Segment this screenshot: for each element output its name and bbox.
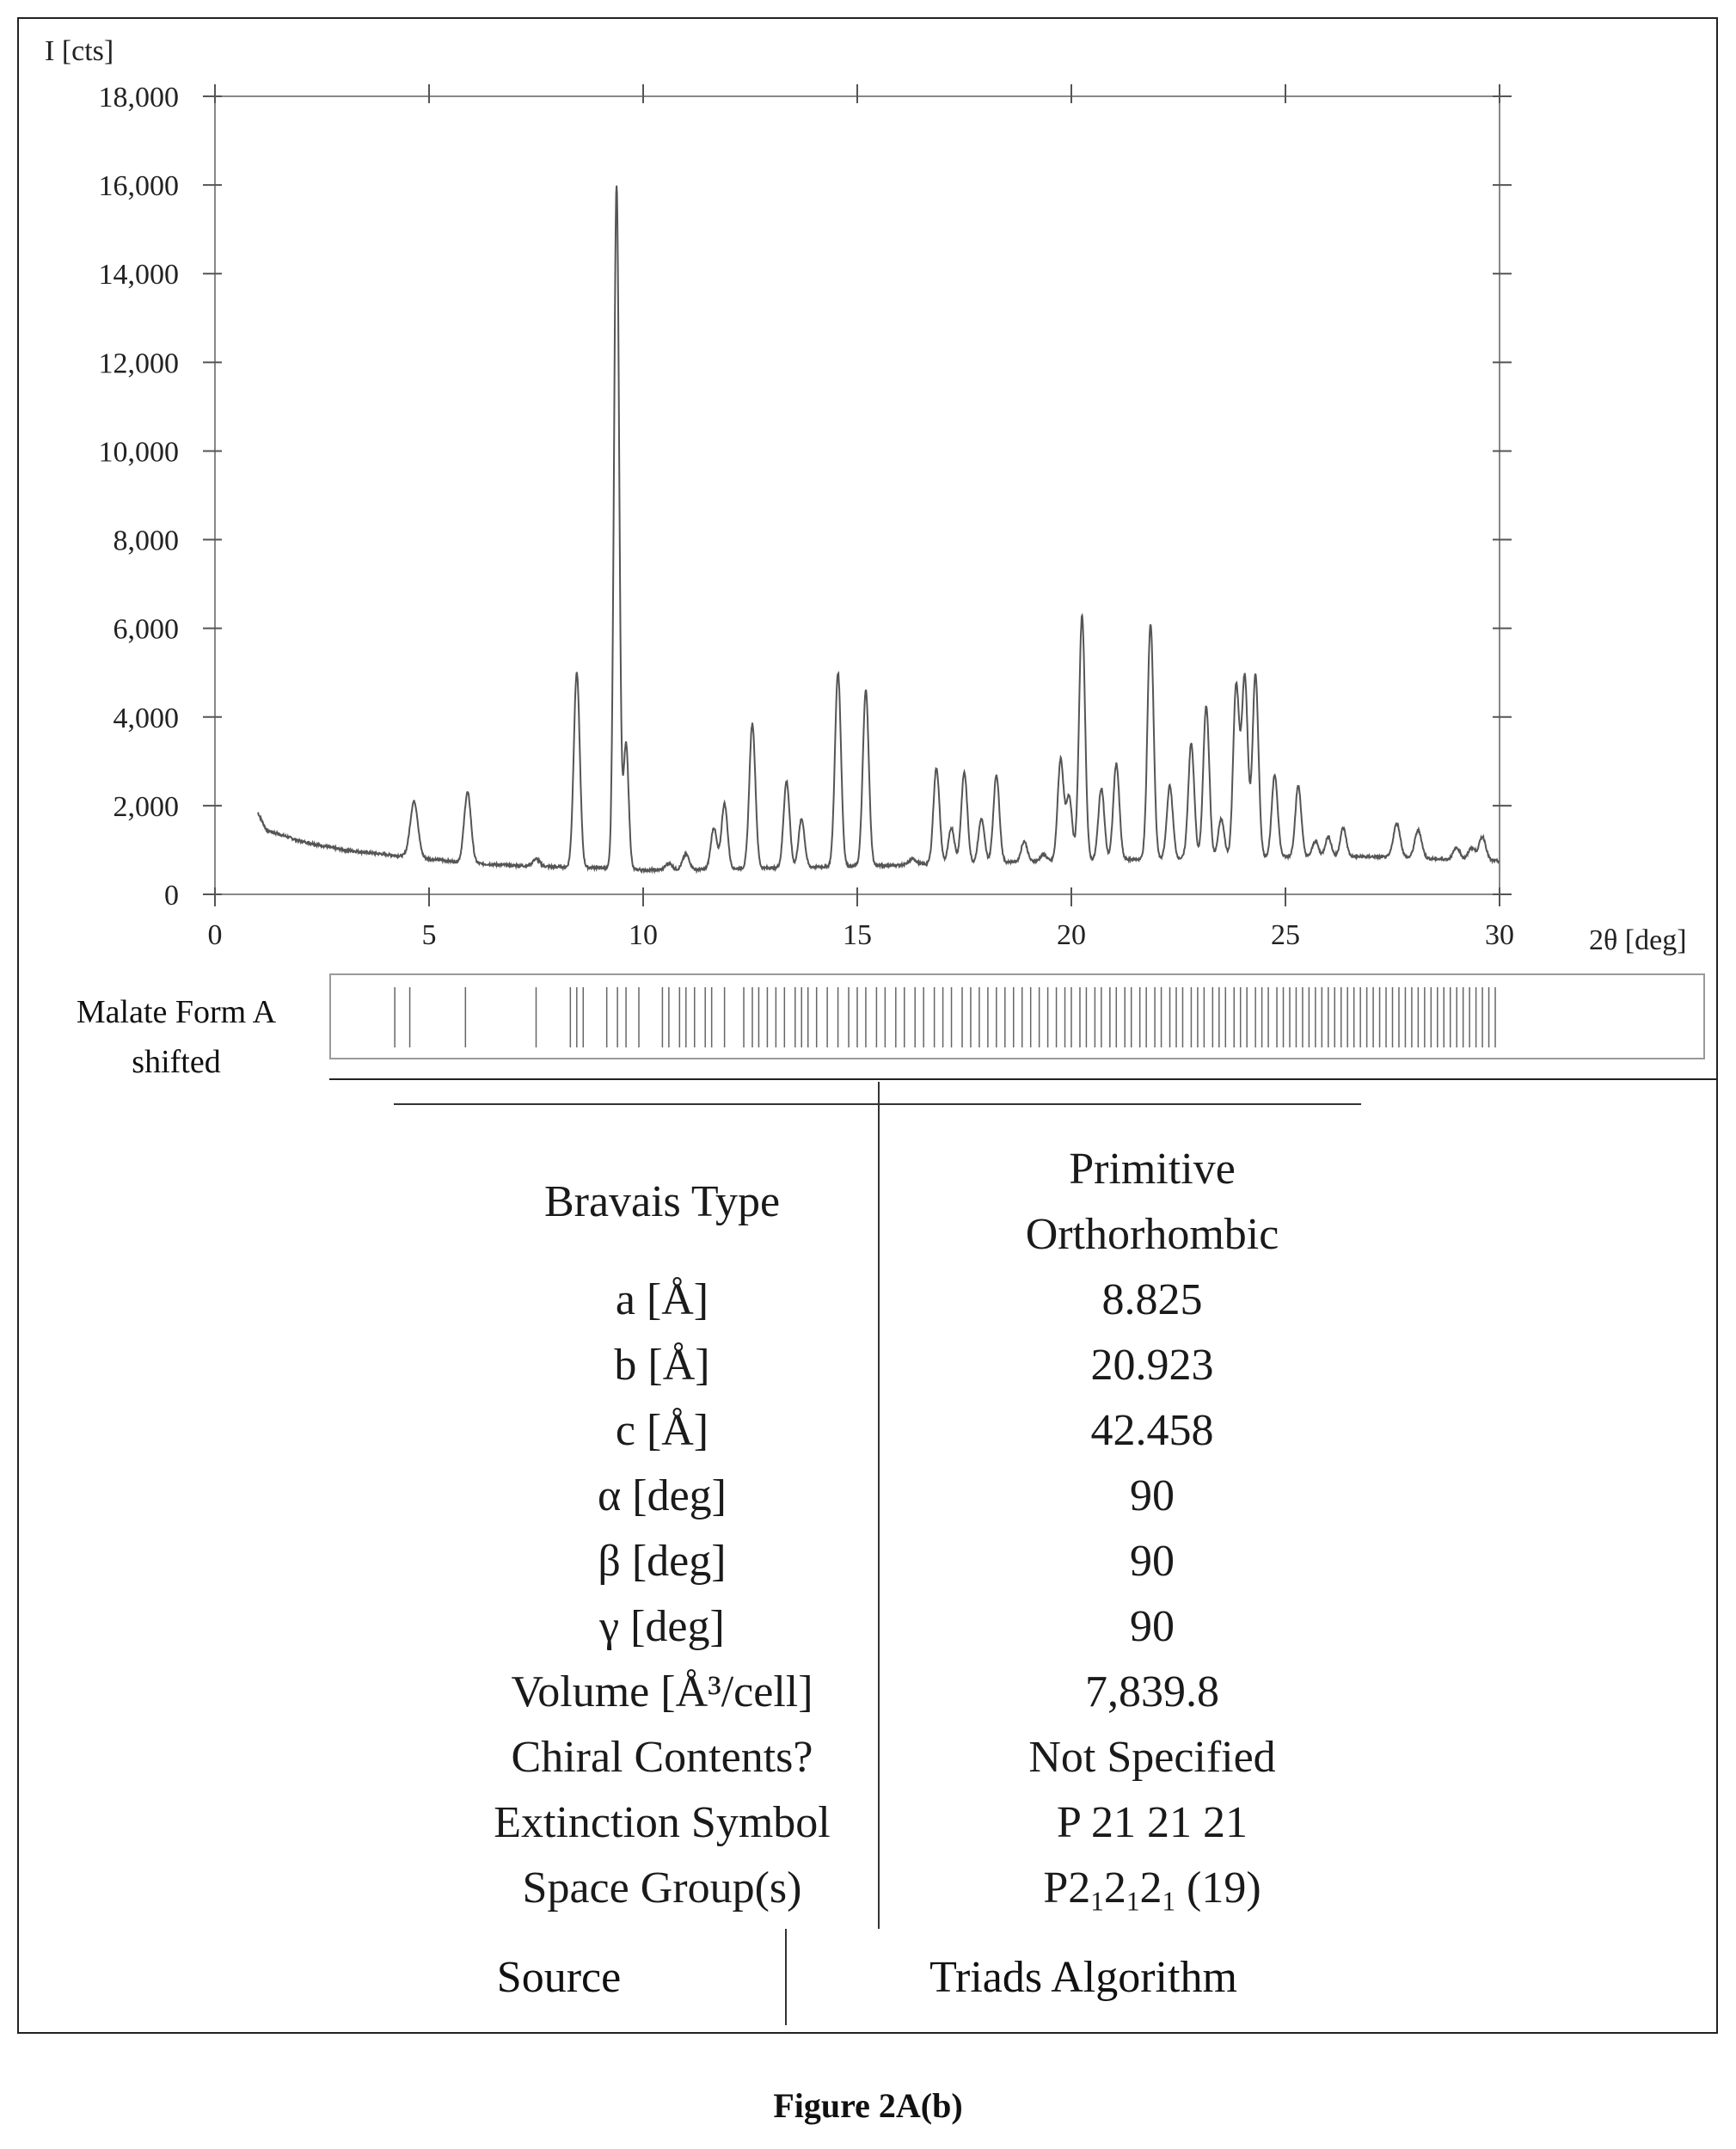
x-tick-label: 10 bbox=[629, 919, 658, 951]
y-axis-ticks: 0 2,000 4,000 6,000 8,000 10,000 12,000 14,000 1… bbox=[99, 82, 1512, 912]
y-tick-label: 0 bbox=[164, 880, 179, 912]
plot-area-frame bbox=[214, 95, 1500, 895]
reference-pattern-box bbox=[329, 973, 1705, 1059]
diffractogram-line bbox=[256, 185, 1500, 875]
x-tick-label: 5 bbox=[422, 919, 437, 951]
y-tick-label: 18,000 bbox=[99, 82, 180, 114]
x-tick-label: 15 bbox=[843, 919, 872, 951]
table-column-rule bbox=[878, 1082, 880, 1929]
y-tick-label: 14,000 bbox=[99, 259, 180, 291]
y-tick-label: 8,000 bbox=[113, 525, 180, 557]
y-tick-label: 6,000 bbox=[113, 614, 180, 646]
figure-caption: Figure 2A(b) bbox=[773, 2086, 963, 2125]
y-axis-label: I [cts] bbox=[45, 35, 113, 67]
y-tick-label: 4,000 bbox=[113, 703, 180, 734]
reference-pattern-lines bbox=[394, 987, 1496, 1047]
x-axis-ticks: 0 5 10 15 20 25 30 bbox=[208, 84, 1514, 951]
param-source: Source bbox=[496, 1953, 622, 2002]
y-tick-label: 16,000 bbox=[99, 170, 180, 202]
y-tick-label: 10,000 bbox=[99, 436, 180, 468]
figure-frame bbox=[17, 17, 1718, 2034]
y-tick-label: 12,000 bbox=[99, 347, 180, 379]
source-column-rule bbox=[785, 1929, 787, 2025]
x-tick-label: 30 bbox=[1485, 919, 1514, 951]
reference-label-line-2: shifted bbox=[132, 1044, 221, 1080]
xrpd-chart: 0 2,000 4,000 6,000 8,000 10,000 12,000 14,000 1… bbox=[45, 35, 1687, 1047]
x-tick-label: 25 bbox=[1271, 919, 1300, 951]
x-tick-label: 20 bbox=[1057, 919, 1086, 951]
reference-pattern-label: Malate Form A shifted bbox=[34, 987, 318, 1087]
reference-label-line-1: Malate Form A bbox=[76, 994, 277, 1030]
table-top-rule bbox=[394, 1103, 1361, 1105]
x-tick-label: 0 bbox=[208, 919, 223, 951]
y-tick-label: 2,000 bbox=[113, 791, 180, 823]
section-divider bbox=[329, 1078, 1718, 1080]
value-source: Triads Algorithm bbox=[929, 1953, 1237, 2002]
x-axis-label: 2θ [deg] bbox=[1589, 924, 1687, 956]
